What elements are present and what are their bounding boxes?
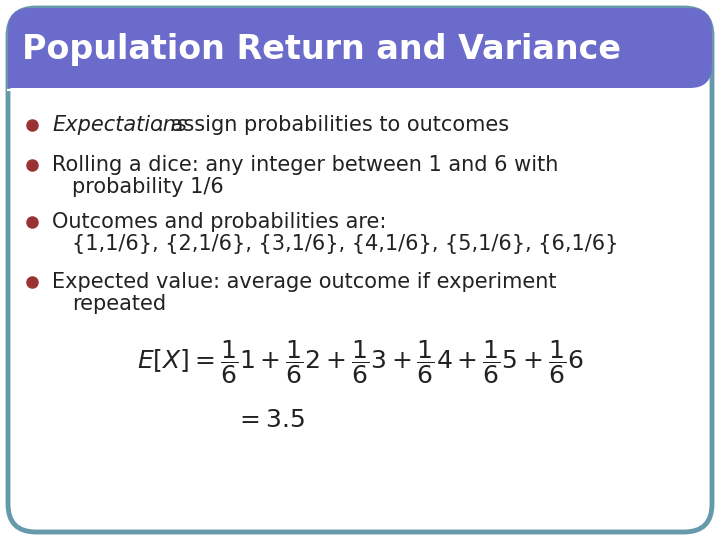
Text: Expectations: Expectations [52, 115, 187, 135]
FancyBboxPatch shape [8, 8, 712, 532]
Text: {1,1/6}, {2,1/6}, {3,1/6}, {4,1/6}, {5,1/6}, {6,1/6}: {1,1/6}, {2,1/6}, {3,1/6}, {4,1/6}, {5,1… [72, 234, 618, 254]
FancyBboxPatch shape [8, 8, 712, 88]
Text: Population Return and Variance: Population Return and Variance [22, 33, 621, 66]
Text: repeated: repeated [72, 294, 166, 314]
Text: Expected value: average outcome if experiment: Expected value: average outcome if exper… [52, 272, 557, 292]
FancyBboxPatch shape [8, 58, 688, 88]
Text: Rolling a dice: any integer between 1 and 6 with: Rolling a dice: any integer between 1 an… [52, 155, 559, 175]
Text: : assign probabilities to outcomes: : assign probabilities to outcomes [157, 115, 509, 135]
Text: probability 1/6: probability 1/6 [72, 177, 224, 197]
Text: $= 3.5$: $= 3.5$ [235, 408, 305, 432]
Text: $E[X] = \dfrac{1}{6}1 + \dfrac{1}{6}2 + \dfrac{1}{6}3 + \dfrac{1}{6}4 + \dfrac{1: $E[X] = \dfrac{1}{6}1 + \dfrac{1}{6}2 + … [137, 338, 583, 386]
Text: Outcomes and probabilities are:: Outcomes and probabilities are: [52, 212, 387, 232]
